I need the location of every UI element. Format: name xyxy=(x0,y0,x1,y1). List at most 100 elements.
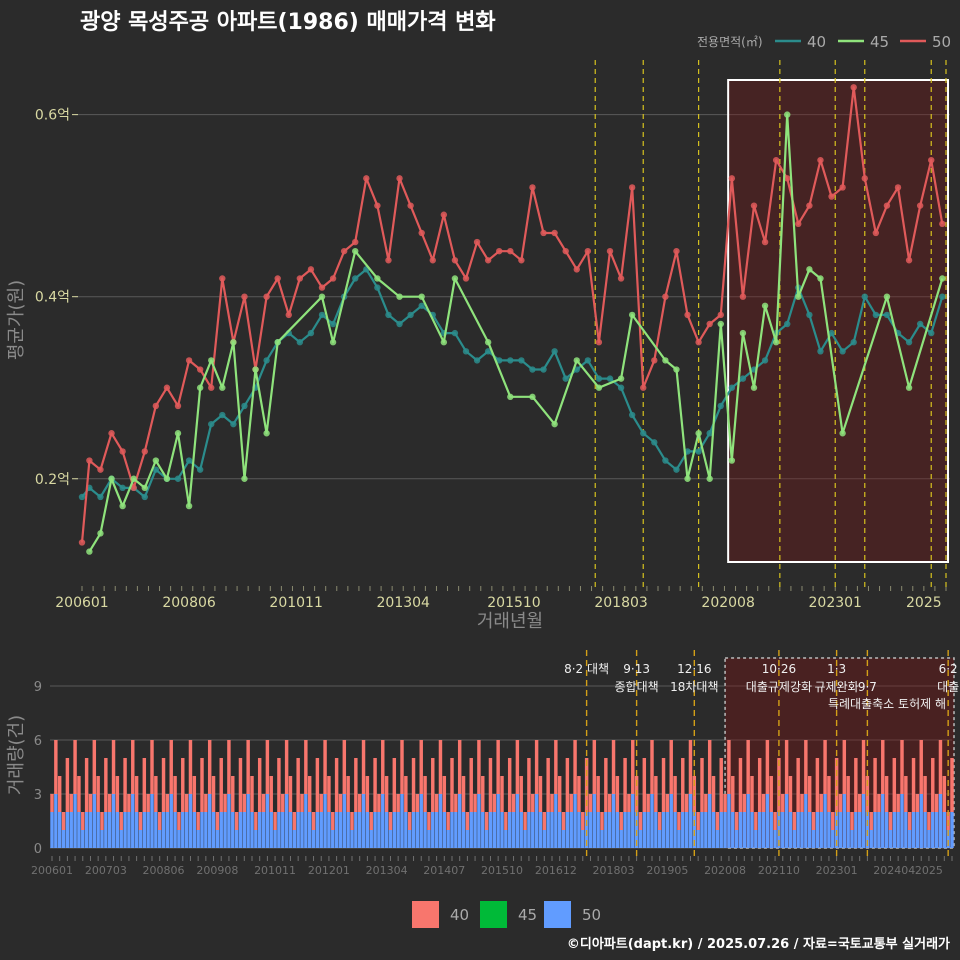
price-y-tick-label: 0.2억 xyxy=(35,472,70,488)
volume-bar-50 xyxy=(604,812,608,848)
price-point-50 xyxy=(274,275,281,282)
price-point-40 xyxy=(263,357,270,364)
volume-bar-50 xyxy=(665,812,670,848)
volume-bar-50 xyxy=(577,812,581,848)
volume-bar-50 xyxy=(492,812,497,848)
volume-bar-40 xyxy=(596,776,600,812)
volume-bar-50 xyxy=(573,794,577,848)
volume-bar-50 xyxy=(250,812,254,848)
volume-legend-label-50: 50 xyxy=(582,906,601,924)
price-point-50 xyxy=(119,448,126,455)
volume-bar-50 xyxy=(127,812,131,848)
price-point-50 xyxy=(750,202,758,209)
volume-bar-40 xyxy=(577,776,581,812)
volume-bar-50 xyxy=(361,794,366,848)
price-point-50 xyxy=(163,384,171,391)
price-x-tick-label: 202301 xyxy=(809,595,862,611)
volume-bar-40 xyxy=(423,776,427,812)
price-point-40 xyxy=(806,311,813,319)
volume-bar-50 xyxy=(673,812,677,848)
volume-bar-40 xyxy=(69,794,73,812)
price-point-50 xyxy=(595,339,603,346)
price-point-50 xyxy=(839,184,846,191)
price-point-45 xyxy=(939,275,946,282)
volume-bar-40 xyxy=(642,758,647,812)
volume-bar-50 xyxy=(923,812,927,848)
price-point-45 xyxy=(728,457,736,464)
volume-bar-50 xyxy=(934,812,939,848)
volume-bar-50 xyxy=(131,794,135,848)
price-point-45 xyxy=(673,366,680,373)
volume-bar-50 xyxy=(111,794,116,848)
price-point-40 xyxy=(939,293,946,300)
volume-bar-50 xyxy=(669,794,673,848)
volume-bar-50 xyxy=(938,794,943,848)
volume-event-label: 8·2 대책 xyxy=(564,661,609,676)
price-point-45 xyxy=(817,275,824,282)
volume-bar-40 xyxy=(254,812,258,830)
price-point-40 xyxy=(706,430,713,437)
volume-bar-50 xyxy=(288,812,293,848)
volume-bar-50 xyxy=(96,812,100,848)
volume-bar-40 xyxy=(861,740,866,794)
volume-x-tick-label: 200806 xyxy=(143,864,185,877)
volume-bar-50 xyxy=(407,830,412,848)
volume-bar-40 xyxy=(661,758,666,812)
volume-bar-40 xyxy=(465,812,470,830)
volume-bar-50 xyxy=(204,812,208,848)
price-point-50 xyxy=(340,247,348,255)
volume-bar-50 xyxy=(642,812,647,848)
volume-bar-50 xyxy=(269,812,273,848)
volume-bar-50 xyxy=(369,830,373,848)
price-point-40 xyxy=(141,493,148,501)
volume-bar-40 xyxy=(431,758,435,812)
volume-bar-50 xyxy=(481,812,485,848)
volume-bar-50 xyxy=(331,830,335,848)
price-point-45 xyxy=(739,329,747,337)
volume-bar-40 xyxy=(369,812,373,830)
volume-bar-50 xyxy=(411,812,416,848)
price-y-tick-label: 0.6억 xyxy=(35,108,70,124)
price-point-50 xyxy=(318,284,326,291)
volume-bar-50 xyxy=(746,794,750,848)
volume-bar-50 xyxy=(846,812,850,848)
volume-bar-50 xyxy=(623,812,627,848)
volume-bar-40 xyxy=(804,740,808,794)
volume-bar-50 xyxy=(619,830,623,848)
price-point-45 xyxy=(451,275,459,282)
volume-bar-50 xyxy=(707,794,712,848)
price-point-50 xyxy=(872,229,880,237)
price-point-50 xyxy=(296,275,304,282)
volume-bar-50 xyxy=(384,812,389,848)
volume-bar-50 xyxy=(73,794,77,848)
price-point-50 xyxy=(307,266,315,273)
volume-bar-40 xyxy=(931,758,935,812)
price-point-50 xyxy=(352,238,359,246)
price-point-40 xyxy=(584,357,592,364)
volume-bar-40 xyxy=(277,758,281,812)
volume-legend-swatch-50 xyxy=(544,901,571,928)
volume-bar-40 xyxy=(527,758,531,812)
price-point-45 xyxy=(263,430,270,437)
volume-bar-50 xyxy=(57,812,62,848)
price-point-50 xyxy=(662,293,669,300)
volume-bar-40 xyxy=(915,794,920,812)
volume-event-sublabel: 종합대책 xyxy=(615,679,659,694)
volume-bar-40 xyxy=(781,794,785,812)
volume-bar-50 xyxy=(884,812,889,848)
price-point-40 xyxy=(352,275,359,282)
volume-bar-50 xyxy=(61,830,66,848)
price-point-40 xyxy=(717,402,724,410)
volume-bar-40 xyxy=(273,812,277,830)
price-point-50 xyxy=(241,293,248,300)
volume-bar-50 xyxy=(534,794,539,848)
volume-bar-50 xyxy=(142,812,147,848)
price-point-40 xyxy=(905,339,913,346)
volume-bar-50 xyxy=(227,794,231,848)
volume-bar-50 xyxy=(811,830,816,848)
volume-bar-50 xyxy=(538,812,543,848)
price-point-45 xyxy=(440,339,448,346)
volume-bar-40 xyxy=(381,740,385,794)
volume-bar-50 xyxy=(296,812,300,848)
volume-bar-50 xyxy=(784,794,789,848)
